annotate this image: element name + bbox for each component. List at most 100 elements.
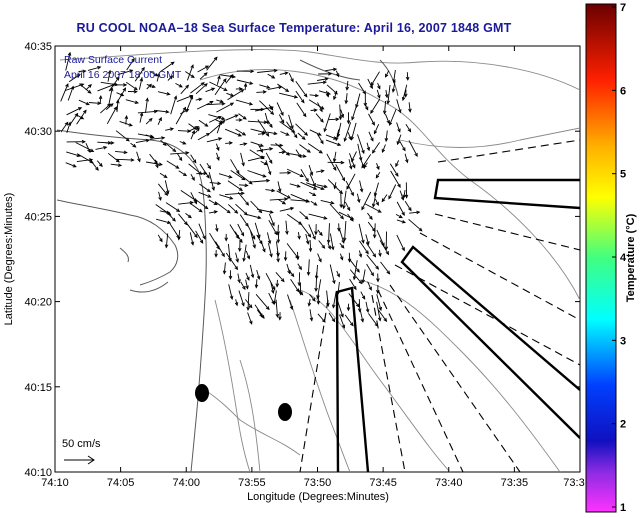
colorbar-tick-label: 5 (620, 169, 626, 181)
current-vector (385, 89, 388, 98)
current-vector (384, 113, 390, 124)
current-vector (345, 93, 348, 104)
current-vector-head (381, 148, 386, 154)
current-vector (325, 68, 337, 72)
current-vector (257, 119, 269, 137)
current-vector (256, 148, 273, 152)
current-vector-head (268, 159, 273, 164)
current-vector (374, 198, 379, 206)
current-vector-head (314, 287, 318, 293)
current-vector (376, 89, 381, 99)
legend-title: Raw Surface Current (64, 54, 162, 66)
current-vector (337, 122, 342, 137)
current-vector (67, 86, 74, 101)
current-vector (368, 313, 378, 327)
current-vector (257, 132, 265, 135)
current-vector (409, 211, 420, 214)
current-vector-head (377, 209, 382, 213)
current-vector-head (291, 129, 296, 133)
current-vector-head (332, 158, 337, 163)
current-vector-head (295, 256, 300, 261)
current-vector-head (222, 78, 227, 83)
current-vector-head (246, 306, 250, 312)
current-vector (404, 153, 408, 163)
current-vector-head (355, 303, 360, 308)
current-vector (237, 223, 245, 236)
current-vector-head (360, 318, 365, 323)
x-tick-label: 73:40 (435, 477, 463, 489)
current-vector-head (269, 210, 274, 214)
current-vector (185, 96, 193, 112)
current-vector-head (352, 164, 356, 169)
current-vector (65, 162, 77, 168)
current-vector-head (165, 190, 170, 195)
current-vector-head (351, 158, 355, 163)
current-vector-head (293, 134, 298, 139)
current-vector (376, 294, 382, 311)
current-vector-head (82, 69, 87, 73)
current-vector-head (221, 119, 226, 124)
current-vector (359, 180, 363, 192)
current-vector (396, 99, 401, 113)
current-vector-head (213, 210, 219, 214)
current-vector-head (281, 200, 287, 205)
current-vector-head (207, 165, 212, 170)
current-vector-head (117, 163, 123, 167)
current-vector (309, 309, 313, 321)
current-vector-head (81, 139, 86, 144)
current-vector-head (385, 73, 389, 78)
current-vector-head (234, 302, 239, 307)
current-vector-head (266, 178, 271, 183)
current-vector-head (145, 97, 149, 102)
current-vector-head (242, 285, 246, 291)
current-vector (238, 184, 248, 186)
current-vector-head (76, 74, 81, 78)
current-vector-head (246, 276, 250, 281)
current-vector (138, 78, 143, 90)
current-vector-head (176, 208, 181, 212)
current-vector (66, 151, 81, 157)
current-vector-head (345, 86, 349, 91)
y-axis-ticks: 40:35 40:30 40:25 40:20 40:15 40:10 (24, 41, 580, 479)
current-vector-head (316, 300, 321, 305)
current-vector-head (269, 123, 273, 129)
current-vector (206, 162, 211, 169)
current-vector-head (401, 247, 405, 252)
current-vector-head (156, 72, 161, 77)
current-vector-head (349, 217, 354, 222)
current-vector (290, 199, 309, 202)
current-vector-head (124, 114, 129, 120)
current-vector-head (107, 69, 112, 74)
x-tick-label: 74:00 (172, 477, 200, 489)
current-vector (275, 272, 285, 282)
current-vector (328, 223, 330, 243)
current-vector (199, 183, 211, 192)
current-vector (288, 269, 295, 277)
current-vector-head (290, 206, 295, 211)
current-vector-head (175, 165, 180, 169)
current-vector-head (228, 174, 233, 179)
colorbar-ticks: 7 6 5 4 3 2 1 (612, 2, 627, 514)
current-vector (96, 160, 103, 167)
current-vector-head (342, 205, 346, 210)
current-vector-head (271, 75, 276, 79)
current-vector (299, 221, 311, 238)
current-vector-head (414, 152, 418, 158)
current-vector-head (284, 71, 289, 75)
current-vector-head (361, 206, 365, 211)
colorbar-tick-label: 6 (620, 85, 626, 97)
current-vector-head (234, 209, 239, 214)
current-vector-head (221, 253, 225, 258)
current-vector-head (349, 165, 353, 170)
current-vector (224, 128, 242, 137)
current-vector (346, 80, 349, 90)
current-vector (267, 86, 282, 91)
station-marker-1 (195, 384, 209, 402)
current-vector-head (199, 239, 204, 244)
x-tick-label: 73:35 (501, 477, 529, 489)
current-vector-head (366, 241, 370, 246)
current-vector (145, 118, 153, 125)
current-vector (99, 103, 111, 114)
current-vector (90, 160, 99, 171)
current-vector (258, 144, 263, 153)
